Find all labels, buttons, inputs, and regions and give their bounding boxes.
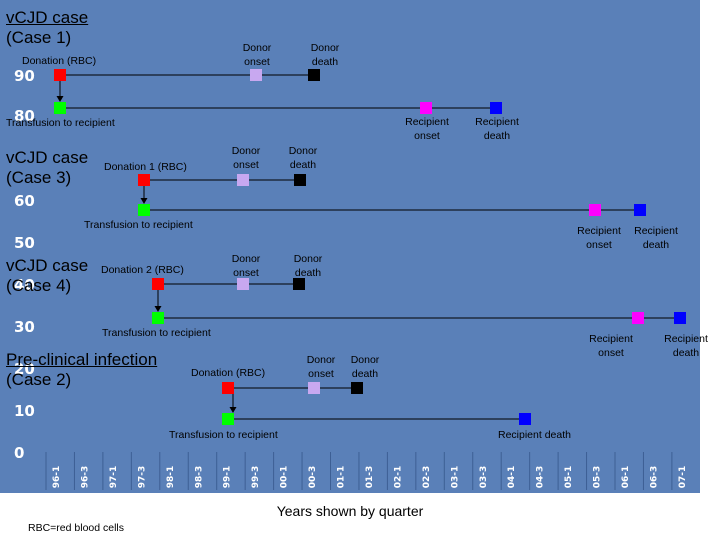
case-1-transfusion-marker xyxy=(54,102,66,114)
case-2-donor-onset-label: Donor onset xyxy=(306,354,336,380)
case-3-recipient-death-label: Recipient death xyxy=(634,225,678,251)
case-2-donation-label: Donation (RBC) xyxy=(191,367,266,379)
case-4-donor-onset-marker xyxy=(237,278,249,290)
y-tick-label: 80 xyxy=(14,107,35,125)
x-tick-label: 06-3 xyxy=(649,466,659,489)
case-2-title: Pre-clinical infection (Case 2) xyxy=(6,350,157,390)
x-tick-label: 99-3 xyxy=(251,466,261,489)
x-tick-label: 06-1 xyxy=(621,466,631,489)
case-2-donor-death-label: Donor death xyxy=(350,354,380,380)
case-2-transfusion-arrow-head xyxy=(229,407,237,413)
case-4-transfusion-marker xyxy=(152,312,164,324)
x-tick-label: 96-1 xyxy=(52,466,62,489)
timeline-plot-area xyxy=(0,0,700,493)
x-tick-label: 97-1 xyxy=(109,466,119,489)
case-2-recipient-death-label: Recipient death xyxy=(498,429,571,441)
case-3-donor-death-marker xyxy=(294,174,306,186)
case-2-title-line1: Pre-clinical infection xyxy=(6,350,158,369)
x-tick-label: 07-1 xyxy=(678,466,688,489)
case-4-donation-marker xyxy=(152,278,164,290)
x-tick-label: 05-3 xyxy=(593,466,603,489)
x-tick-label: 03-1 xyxy=(450,466,460,489)
case-2-donation-marker xyxy=(222,382,234,394)
case-2-transfusion-label: Transfusion to recipient xyxy=(169,429,278,441)
x-tick-label: 01-1 xyxy=(337,466,347,489)
case-1-transfusion-arrow-head xyxy=(56,96,64,102)
case-2-donor-death-marker xyxy=(351,382,363,394)
case-3-transfusion-label: Transfusion to recipient xyxy=(84,219,193,231)
case-1-title-line2: (Case 1) xyxy=(6,28,72,47)
case-1-recipient-death-label: Recipient death xyxy=(475,116,519,142)
case-2-donor-onset-marker xyxy=(308,382,320,394)
case-3-title: vCJD case (Case 3) xyxy=(6,148,88,188)
x-tick-label: 02-3 xyxy=(422,466,432,489)
case-4-transfusion-label: Transfusion to recipient xyxy=(102,327,211,339)
case-4-recipient-onset-label: Recipient onset xyxy=(589,333,633,359)
case-1-recipient-onset-label: Recipient onset xyxy=(405,116,449,142)
x-tick-label: 03-3 xyxy=(479,466,489,489)
x-tick-label: 99-1 xyxy=(223,466,233,489)
case-4-recipient-death-label: Recipient death xyxy=(664,333,708,359)
case-4-transfusion-arrow-head xyxy=(154,306,162,312)
y-tick-label: 40 xyxy=(14,276,35,294)
x-tick-label: 02-1 xyxy=(393,466,403,489)
case-2-title-line2: (Case 2) xyxy=(6,370,72,389)
x-tick-label: 04-3 xyxy=(536,466,546,489)
y-tick-label: 90 xyxy=(14,67,35,85)
case-4-donor-death-marker xyxy=(293,278,305,290)
case-4-donor-onset-label: Donor onset xyxy=(231,253,261,279)
case-3-title-line1: vCJD case xyxy=(6,148,89,167)
case-3-title-line2: (Case 3) xyxy=(6,168,72,187)
case-1-donor-death-label: Donor death xyxy=(310,42,340,68)
case-3-donor-onset-label: Donor onset xyxy=(231,145,261,171)
case-3-donation-marker xyxy=(138,174,150,186)
case-3-donor-onset-marker xyxy=(237,174,249,186)
y-tick-label: 30 xyxy=(14,318,35,336)
x-tick-label: 04-1 xyxy=(507,466,517,489)
case-1-donor-death-marker xyxy=(308,69,320,81)
case-3-recipient-onset-label: Recipient onset xyxy=(577,225,621,251)
case-4-donor-death-label: Donor death xyxy=(293,253,323,279)
case-3-recipient-onset-marker xyxy=(589,204,601,216)
x-tick-label: 01-3 xyxy=(365,466,375,489)
case-3-donation-label: Donation 1 (RBC) xyxy=(104,161,187,173)
case-4-title: vCJD case (Case 4) xyxy=(6,256,88,296)
x-tick-label: 00-3 xyxy=(308,466,318,489)
case-1-donor-onset-marker xyxy=(250,69,262,81)
case-4-recipient-death-marker xyxy=(674,312,686,324)
case-1-donor-onset-label: Donor onset xyxy=(242,42,272,68)
case-4-donation-label: Donation 2 (RBC) xyxy=(101,264,184,276)
case-1-title: vCJD case (Case 1) xyxy=(6,8,88,48)
x-axis-title: Years shown by quarter xyxy=(276,503,424,519)
x-tick-label: 96-3 xyxy=(80,466,90,489)
case-1-recipient-onset-marker xyxy=(420,102,432,114)
x-tick-label: 00-1 xyxy=(280,466,290,489)
y-tick-label: 10 xyxy=(14,402,35,420)
y-tick-label: 0 xyxy=(14,444,25,462)
case-3-donor-death-label: Donor death xyxy=(288,145,318,171)
case-2-recipient-death-marker xyxy=(519,413,531,425)
x-tick-label: 05-1 xyxy=(564,466,574,489)
x-tick-label: 98-1 xyxy=(166,466,176,489)
case-1-recipient-death-marker xyxy=(490,102,502,114)
case-4-title-line1: vCJD case xyxy=(6,256,89,275)
x-tick-label: 97-3 xyxy=(137,466,147,489)
case-3-transfusion-marker xyxy=(138,204,150,216)
case-1-donation-label: Donation (RBC) xyxy=(22,55,97,67)
case-1-donation-marker xyxy=(54,69,66,81)
y-tick-label: 60 xyxy=(14,192,35,210)
case-2-transfusion-marker xyxy=(222,413,234,425)
case-1-transfusion-label: Transfusion to recipient xyxy=(6,117,115,129)
case-3-recipient-death-marker xyxy=(634,204,646,216)
y-tick-label: 50 xyxy=(14,234,35,252)
y-tick-label: 20 xyxy=(14,360,35,378)
case-3-transfusion-arrow-head xyxy=(140,198,148,204)
footnote: RBC=red blood cells xyxy=(28,522,125,534)
x-tick-label: 98-3 xyxy=(194,466,204,489)
case-1-title-line1: vCJD case xyxy=(6,8,89,27)
case-4-title-line2: (Case 4) xyxy=(6,276,72,295)
case-4-recipient-onset-marker xyxy=(632,312,644,324)
